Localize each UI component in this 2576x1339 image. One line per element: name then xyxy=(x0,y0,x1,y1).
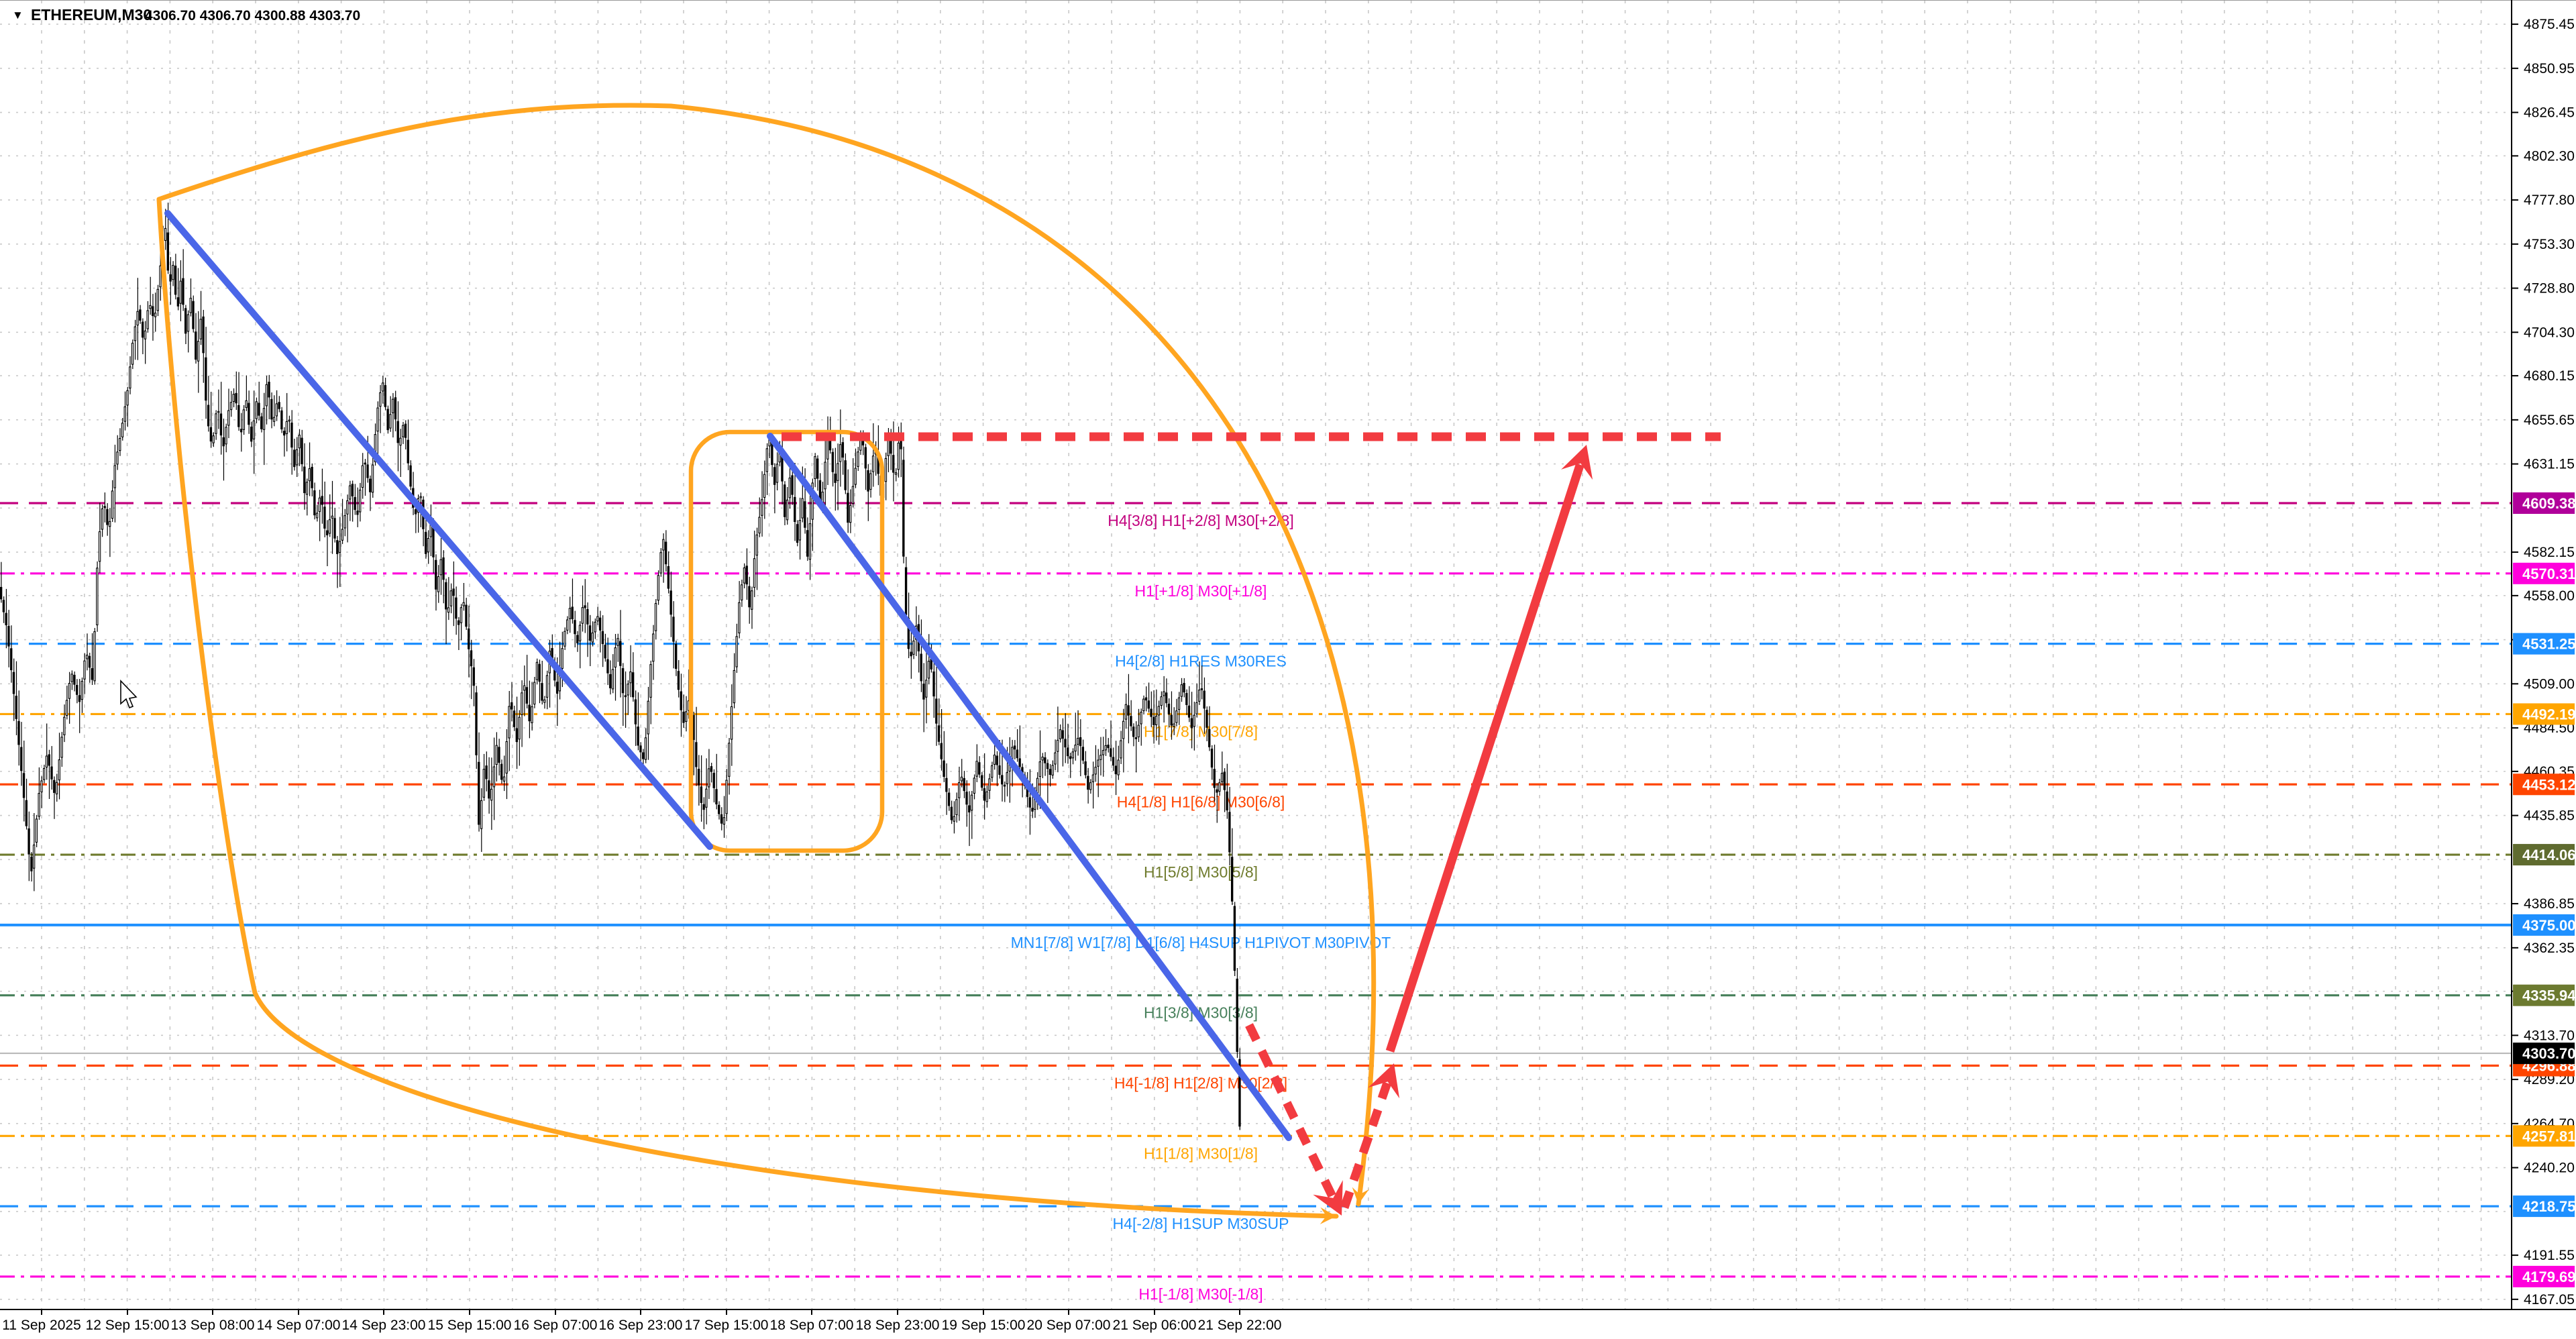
mouse-cursor xyxy=(120,680,138,709)
level-label: H4[1/8] H1[6/8] M30[6/8] xyxy=(1117,793,1285,810)
cursor-arrow-icon xyxy=(120,680,138,709)
arrow-head-icon xyxy=(1561,445,1593,480)
price-level-badge: 4531.25 xyxy=(2522,636,2576,653)
price-level-badge: 4375.00 xyxy=(2522,917,2576,934)
arrow-head-icon xyxy=(1368,1063,1400,1099)
level-label: H1[+1/8] M30[+1/8] xyxy=(1135,582,1267,600)
price-tick-label: 4680.15 xyxy=(2524,368,2575,384)
price-tick-label: 4655.65 xyxy=(2524,413,2575,428)
price-tick-label: 4435.85 xyxy=(2524,808,2575,824)
price-axis[interactable]: 4875.45 4850.95 4826.45 4802.30 4777.80 4753.… xyxy=(2512,17,2576,1307)
time-tick-label: 18 Sep 23:00 xyxy=(856,1318,940,1333)
price-level-badge: 4453.12 xyxy=(2522,776,2576,793)
price-tick-label: 4850.95 xyxy=(2524,61,2575,76)
time-tick-label: 13 Sep 08:00 xyxy=(171,1318,255,1333)
murrey-levels[interactable]: H4[3/8] H1[+2/8] M30[+2/8] H1[+1/8] M30[+… xyxy=(0,502,2512,1303)
price-tick-label: 4777.80 xyxy=(2524,193,2575,208)
grid xyxy=(0,0,2512,1309)
price-level-badge: 4335.94 xyxy=(2522,987,2576,1004)
price-level-badge: 4179.69 xyxy=(2522,1269,2576,1285)
level-label: H1[5/8] M30[5/8] xyxy=(1144,863,1258,881)
projected-drop-arrow[interactable] xyxy=(1245,1023,1337,1199)
trendline[interactable] xyxy=(767,433,1292,1141)
time-tick-label: 18 Sep 07:00 xyxy=(770,1318,854,1333)
price-level-badge: 4218.75 xyxy=(2522,1198,2576,1215)
price-tick-label: 4728.80 xyxy=(2524,281,2575,297)
price-level-badge: 4492.19 xyxy=(2522,706,2576,722)
candlesticks xyxy=(0,203,1241,1130)
level-label: H4[-1/8] H1[2/8] M30[2/8] xyxy=(1114,1074,1287,1091)
time-tick-label: 19 Sep 15:00 xyxy=(942,1318,1026,1333)
rally-projection-arrow[interactable] xyxy=(1385,463,1585,1053)
time-tick-label: 21 Sep 22:00 xyxy=(1198,1318,1282,1333)
price-tick-label: 4191.55 xyxy=(2524,1248,2575,1263)
chart-header: ▼ ETHEREUM,M30 4306.70 4306.70 4300.88 4… xyxy=(12,6,360,23)
level-label: H1[7/8] M30[7/8] xyxy=(1144,722,1258,740)
chart-drawings[interactable] xyxy=(156,103,1721,1224)
price-tick-label: 4631.15 xyxy=(2524,457,2575,472)
time-tick-label: 14 Sep 07:00 xyxy=(257,1318,341,1333)
price-level-badge: 4570.31 xyxy=(2522,566,2576,582)
arrow-head-icon xyxy=(1320,1207,1336,1224)
price-tick-label: 4875.45 xyxy=(2524,17,2575,32)
time-tick-label: 15 Sep 15:00 xyxy=(428,1318,512,1333)
symbol-dropdown-icon[interactable]: ▼ xyxy=(12,9,23,21)
price-tick-label: 4313.70 xyxy=(2524,1028,2575,1043)
price-tick-label: 4386.85 xyxy=(2524,896,2575,912)
level-label: H4[3/8] H1[+2/8] M30[+2/8] xyxy=(1108,512,1293,529)
time-tick-label: 11 Sep 2025 xyxy=(2,1318,81,1333)
price-level-badge: 4257.81 xyxy=(2522,1128,2576,1144)
price-tick-label: 4753.30 xyxy=(2524,237,2575,252)
consolidation-box[interactable] xyxy=(688,429,885,853)
level-label: H4[-2/8] H1SUP M30SUP xyxy=(1113,1215,1289,1232)
time-tick-label: 20 Sep 07:00 xyxy=(1027,1318,1111,1333)
price-level-badge: 4414.06 xyxy=(2522,847,2576,863)
price-level-badge: 4303.70 xyxy=(2522,1045,2576,1062)
time-tick-label: 16 Sep 07:00 xyxy=(514,1318,598,1333)
time-tick-label: 12 Sep 15:00 xyxy=(86,1318,170,1333)
time-tick-label: 14 Sep 23:00 xyxy=(342,1318,426,1333)
lens-upper-arc[interactable] xyxy=(156,103,1377,1207)
trendline[interactable] xyxy=(164,210,713,850)
level-label: H1[1/8] M30[1/8] xyxy=(1144,1144,1258,1162)
price-tick-label: 4582.15 xyxy=(2524,545,2575,560)
price-tick-label: 4558.00 xyxy=(2524,588,2575,604)
lens-lower-arc[interactable] xyxy=(156,197,1339,1219)
price-tick-label: 4826.45 xyxy=(2524,105,2575,121)
price-level-badge: 4609.38 xyxy=(2522,495,2576,512)
time-tick-label: 21 Sep 06:00 xyxy=(1113,1318,1197,1333)
arrow-head-icon xyxy=(1352,1187,1369,1204)
price-tick-label: 4362.35 xyxy=(2524,941,2575,956)
level-label: MN1[7/8] W1[7/8] D1[6/8] H4SUP H1PIVOT M… xyxy=(1011,934,1391,951)
price-tick-label: 4509.00 xyxy=(2524,676,2575,692)
projected-bounce-arrow[interactable] xyxy=(1340,1081,1391,1210)
price-tick-label: 4802.30 xyxy=(2524,148,2575,164)
level-label: H4[2/8] H1RES M30RES xyxy=(1115,653,1287,670)
time-tick-label: 16 Sep 23:00 xyxy=(599,1318,683,1333)
time-axis[interactable]: 11 Sep 2025 12 Sep 15:00 13 Sep 08:00 14 Se… xyxy=(2,1309,1281,1333)
price-tick-label: 4240.20 xyxy=(2524,1161,2575,1176)
arrow-head-icon xyxy=(1313,1180,1343,1216)
price-tick-label: 4704.30 xyxy=(2524,325,2575,340)
ohlc-readout: 4306.70 4306.70 4300.88 4303.70 xyxy=(145,8,360,23)
level-label: H1[-1/8] M30[-1/8] xyxy=(1138,1285,1263,1303)
time-tick-label: 17 Sep 15:00 xyxy=(685,1318,769,1333)
price-tick-label: 4167.05 xyxy=(2524,1292,2575,1307)
symbol-title: ETHEREUM,M30 xyxy=(31,6,152,23)
